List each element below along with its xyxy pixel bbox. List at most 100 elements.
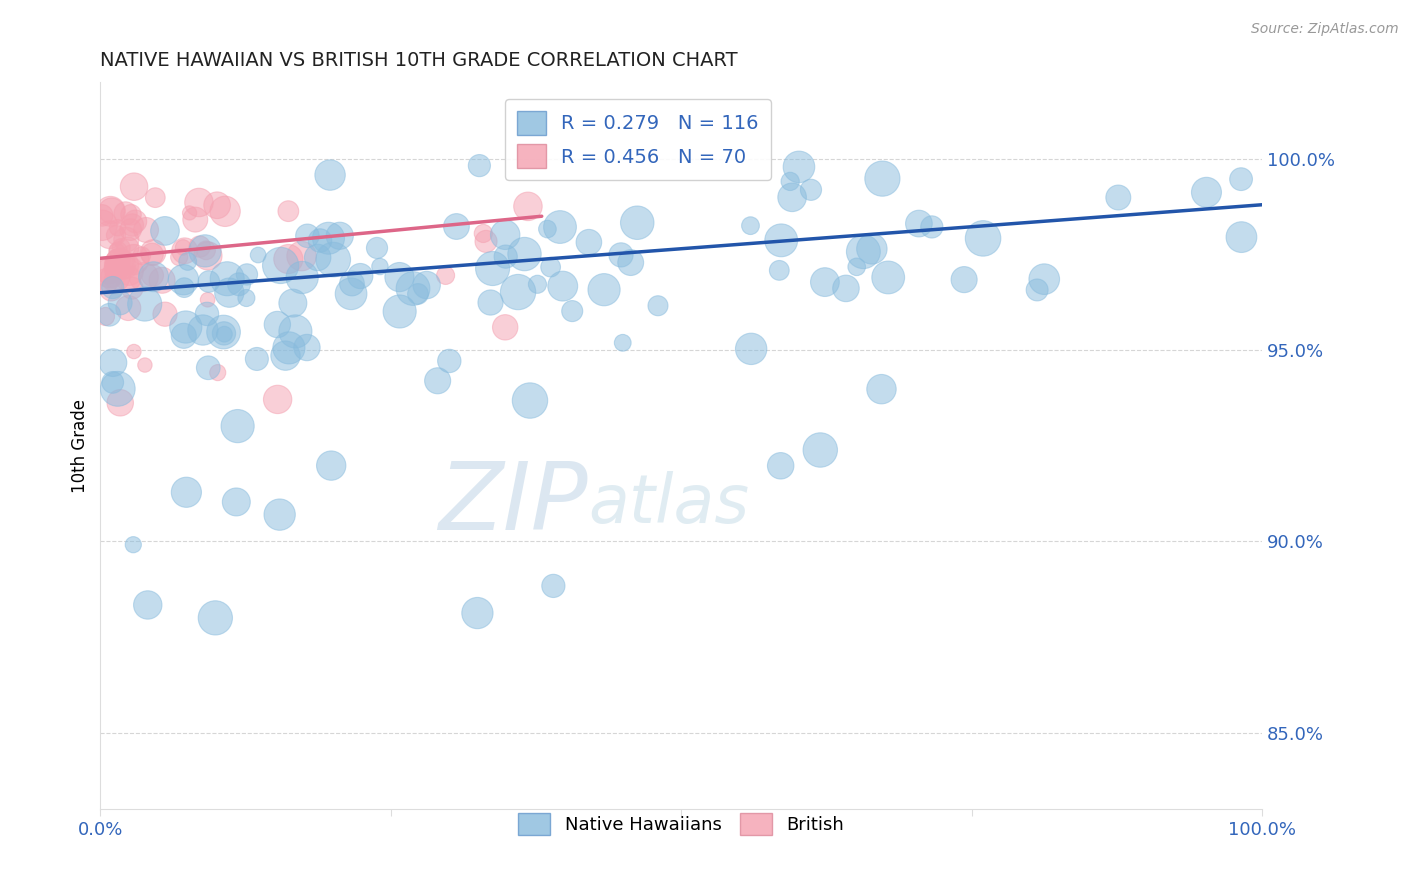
Point bbox=[1033, 272, 1056, 286]
Point bbox=[921, 219, 943, 234]
Point bbox=[194, 244, 217, 258]
Point bbox=[98, 266, 121, 280]
Point bbox=[1107, 190, 1129, 204]
Point bbox=[114, 258, 136, 272]
Point bbox=[101, 376, 124, 390]
Point bbox=[214, 204, 236, 219]
Point bbox=[225, 495, 247, 509]
Point bbox=[124, 214, 146, 228]
Point bbox=[540, 260, 562, 274]
Point bbox=[207, 366, 229, 380]
Point bbox=[284, 325, 307, 339]
Point bbox=[212, 325, 235, 339]
Point bbox=[142, 245, 165, 260]
Point bbox=[173, 244, 195, 258]
Point bbox=[340, 286, 363, 301]
Point bbox=[536, 222, 558, 236]
Point bbox=[780, 190, 803, 204]
Point bbox=[108, 295, 131, 310]
Point bbox=[235, 291, 257, 305]
Point bbox=[98, 227, 121, 242]
Point bbox=[115, 233, 138, 247]
Point bbox=[368, 260, 391, 274]
Point bbox=[472, 227, 495, 241]
Point bbox=[136, 598, 159, 612]
Point bbox=[768, 263, 790, 277]
Point bbox=[266, 318, 288, 332]
Point bbox=[177, 254, 200, 268]
Point bbox=[100, 203, 122, 218]
Point bbox=[740, 219, 762, 233]
Point bbox=[329, 228, 352, 243]
Point bbox=[877, 270, 900, 285]
Text: atlas: atlas bbox=[588, 471, 749, 537]
Point bbox=[108, 255, 131, 269]
Point bbox=[277, 204, 299, 219]
Point bbox=[205, 198, 228, 212]
Point bbox=[434, 268, 457, 283]
Point bbox=[97, 263, 120, 277]
Point bbox=[479, 295, 502, 310]
Point bbox=[1230, 230, 1253, 244]
Point bbox=[107, 382, 129, 396]
Point bbox=[266, 392, 288, 407]
Point bbox=[322, 252, 344, 267]
Point bbox=[467, 606, 489, 620]
Point bbox=[548, 220, 571, 235]
Point bbox=[197, 275, 219, 289]
Point bbox=[105, 261, 128, 276]
Point bbox=[291, 270, 314, 285]
Point bbox=[105, 228, 128, 243]
Point bbox=[108, 261, 131, 276]
Point bbox=[309, 234, 332, 248]
Point bbox=[852, 244, 875, 259]
Point bbox=[513, 247, 536, 261]
Point bbox=[141, 268, 163, 283]
Point bbox=[134, 358, 156, 372]
Point bbox=[173, 280, 195, 294]
Point bbox=[1195, 186, 1218, 200]
Point bbox=[446, 219, 468, 234]
Point bbox=[120, 208, 142, 222]
Point bbox=[100, 204, 122, 219]
Point bbox=[845, 260, 868, 274]
Point bbox=[197, 293, 219, 307]
Point bbox=[105, 244, 128, 258]
Point bbox=[593, 283, 616, 297]
Point bbox=[110, 396, 132, 410]
Point bbox=[150, 273, 173, 287]
Point bbox=[122, 252, 145, 267]
Point bbox=[122, 344, 145, 359]
Point bbox=[494, 227, 516, 242]
Point bbox=[402, 281, 425, 295]
Point bbox=[114, 206, 136, 220]
Point bbox=[167, 250, 190, 264]
Point bbox=[104, 270, 127, 285]
Point bbox=[120, 222, 142, 236]
Point bbox=[953, 272, 976, 286]
Point bbox=[184, 212, 207, 227]
Point bbox=[516, 199, 538, 213]
Point bbox=[173, 328, 195, 343]
Point bbox=[468, 159, 491, 173]
Point bbox=[808, 442, 831, 457]
Point bbox=[769, 458, 792, 473]
Point bbox=[612, 335, 634, 350]
Point bbox=[740, 342, 762, 356]
Point bbox=[290, 249, 312, 263]
Point bbox=[101, 272, 124, 286]
Point bbox=[274, 349, 297, 363]
Point bbox=[295, 341, 318, 355]
Point bbox=[94, 274, 117, 288]
Point bbox=[779, 174, 801, 188]
Point bbox=[122, 538, 145, 552]
Point bbox=[870, 382, 893, 396]
Point bbox=[281, 296, 304, 310]
Point bbox=[1026, 283, 1049, 297]
Point bbox=[172, 273, 194, 287]
Point bbox=[107, 244, 129, 258]
Point bbox=[143, 191, 166, 205]
Point bbox=[176, 485, 198, 500]
Point bbox=[814, 275, 837, 289]
Point bbox=[226, 419, 249, 434]
